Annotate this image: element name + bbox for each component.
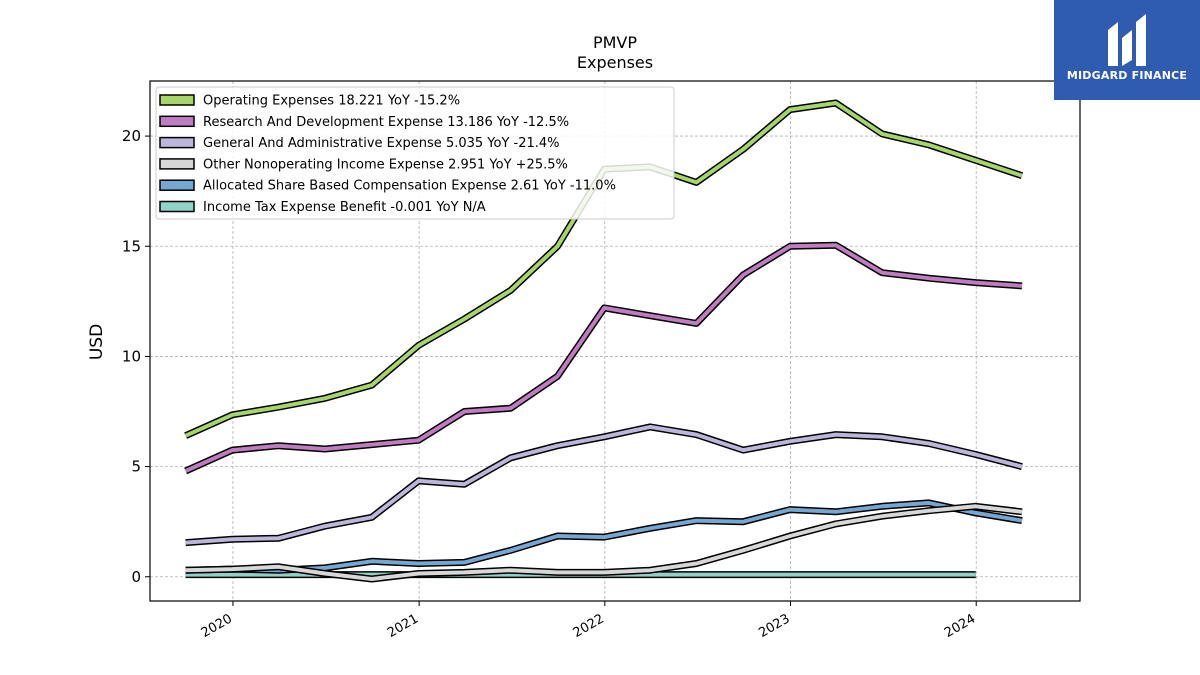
series-line	[185, 500, 1023, 573]
y-axis-label: USD	[87, 324, 107, 360]
y-tick-label: 10	[122, 347, 141, 365]
series-outline	[185, 502, 1023, 583]
legend-box	[155, 86, 675, 220]
midgard-finance-logo: MIDGARD FINANCE	[1054, 0, 1200, 100]
series-lines	[184, 99, 1024, 583]
legend-entry: General And Administrative Expense 5.035…	[159, 136, 560, 151]
y-tick-label: 0	[131, 568, 141, 586]
brand-name: MIDGARD FINANCE	[1066, 69, 1188, 82]
legend-entry: Other Nonoperating Income Expense 2.951 …	[159, 157, 568, 172]
legend-label: Other Nonoperating Income Expense 2.951 …	[203, 157, 568, 172]
series-2	[185, 423, 1023, 547]
legend-swatch	[159, 136, 195, 149]
y-tick-label: 20	[122, 127, 141, 145]
x-tick-label: 2020	[199, 611, 235, 641]
midgard-logo-icon	[1108, 14, 1146, 66]
legend-swatch	[159, 115, 195, 128]
legend-swatch	[159, 158, 195, 170]
chart-subtitle: Expenses	[577, 53, 653, 72]
x-tick-label: 2024	[942, 611, 978, 641]
legend-label: Research And Development Expense 13.186 …	[203, 115, 569, 130]
y-tick-label: 5	[131, 458, 141, 476]
legend: Operating Expenses 18.221 YoY -15.2% Rese…	[155, 86, 675, 220]
series-1	[184, 241, 1023, 475]
plot-frame	[149, 80, 1081, 602]
x-tick-label: 2023	[756, 611, 792, 641]
y-tick-label: 15	[122, 237, 141, 255]
legend-entry: Income Tax Expense Benefit -0.001 YoY N/…	[159, 200, 486, 215]
legend-entry: Operating Expenses 18.221 YoY -15.2%	[159, 94, 460, 109]
series-line	[184, 243, 1023, 473]
series-line	[185, 424, 1023, 545]
legend-label: Allocated Share Based Compensation Expen…	[203, 179, 616, 194]
x-tick-label: 2021	[385, 611, 421, 641]
legend-swatch	[159, 94, 195, 106]
legend-label: Operating Expenses 18.221 YoY -15.2%	[203, 94, 460, 109]
series-3	[185, 502, 1023, 583]
legend-swatch	[159, 179, 195, 191]
legend-label: General And Administrative Expense 5.035…	[203, 136, 560, 151]
legend-label: Income Tax Expense Benefit -0.001 YoY N/…	[203, 200, 486, 215]
legend-swatch	[159, 200, 195, 213]
series-4	[185, 499, 1023, 574]
series-line	[185, 504, 1023, 581]
legend-entry: Allocated Share Based Compensation Expen…	[159, 179, 616, 194]
x-tick-label: 2022	[571, 611, 607, 641]
legend-entry: Research And Development Expense 13.186 …	[159, 115, 569, 130]
chart-title: PMVP	[593, 33, 637, 52]
series-outline	[185, 423, 1023, 547]
